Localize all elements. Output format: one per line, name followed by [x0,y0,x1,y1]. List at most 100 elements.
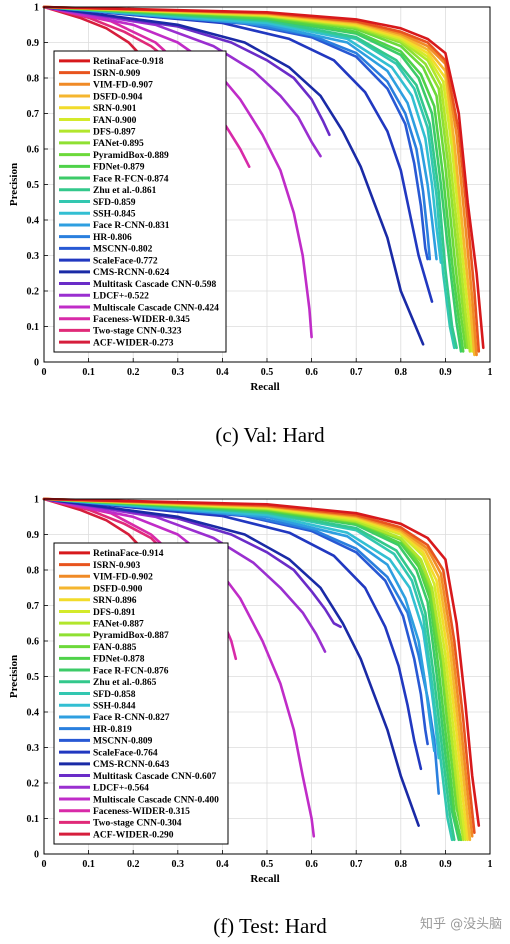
legend-entry: RetinaFace-0.914 [93,549,164,559]
series-line [42,5,425,346]
series-line [42,497,476,834]
legend-entry: MSCNN-0.802 [93,245,153,255]
legend-entry: DSFD-0.900 [93,584,143,594]
legend-entry: Face R-CNN-0.831 [93,221,170,231]
legend-entry: HR-0.806 [93,233,132,243]
legend-entry: FAN-0.900 [93,116,137,126]
series-line [42,5,313,339]
watermark: 知乎 @没头脑 [420,916,502,932]
y-tick-label: 0.8 [27,566,40,577]
legend-entry: ScaleFace-0.764 [93,748,158,758]
legend-entry: ISRN-0.903 [93,561,140,571]
y-tick-label: 1 [34,495,39,506]
x-tick-label: 0.4 [216,367,229,378]
legend-entry: ScaleFace-0.772 [93,256,158,266]
series-line [42,497,429,746]
series-line [42,5,322,158]
y-axis-label: Precision [8,655,20,698]
legend-entry: RetinaFace-0.918 [93,57,164,67]
y-tick-label: 0 [34,850,39,861]
x-tick-label: 0.8 [395,859,408,870]
x-tick-label: 0.2 [127,367,140,378]
legend-entry: MSCNN-0.809 [93,737,153,747]
x-tick-label: 1 [488,367,493,378]
y-tick-label: 0.7 [27,109,40,120]
legend-entry: FANet-0.887 [93,619,144,629]
x-tick-label: 1 [488,859,493,870]
series-line [42,5,438,261]
x-tick-label: 0.1 [82,367,95,378]
y-tick-label: 1 [34,3,39,14]
y-tick-label: 0.1 [27,322,40,333]
y-tick-label: 0.5 [27,180,40,191]
legend-entry: SRN-0.901 [93,104,137,114]
series-line [42,497,342,629]
series-line [42,5,432,261]
legend: RetinaFace-0.918 ISRN-0.909 VIM-FD-0.907DS… [53,50,227,353]
series-line [42,5,465,353]
legend-entry: PyramidBox-0.889 [93,151,169,161]
legend-entry: Zhu et al.-0.865 [93,678,157,688]
legend-entry: DSFD-0.904 [93,92,143,102]
series-group [42,497,481,842]
legend-entry: Zhu et al.-0.861 [93,186,157,196]
legend-entry: ACF-WIDER-0.290 [93,830,174,840]
y-axis-label: Precision [8,163,20,206]
series-line [42,497,454,842]
legend-entry: Two-stage CNN-0.304 [93,819,182,829]
series-line [42,497,423,771]
legend-entry: ISRN-0.909 [93,69,140,79]
y-tick-label: 0.8 [27,74,40,85]
legend-entry: HR-0.819 [93,725,132,735]
x-tick-label: 0.3 [172,367,185,378]
legend-entry: DFS-0.891 [93,608,136,618]
legend-entry: CMS-RCNN-0.624 [93,268,170,278]
y-tick-label: 0.7 [27,601,40,612]
series-line [42,5,485,350]
x-tick-label: 0.1 [82,859,95,870]
legend-entry: SFD-0.858 [93,690,136,700]
legend-entry: Multiscale Cascade CNN-0.424 [93,303,219,313]
legend-entry: Faceness-WIDER-0.345 [93,315,190,325]
x-tick-label: 0.7 [350,859,363,870]
y-tick-label: 0.3 [27,743,40,754]
x-tick-label: 0.6 [305,367,318,378]
series-line [42,497,327,653]
legend-entry: FDNet-0.878 [93,655,145,665]
x-tick-label: 0.9 [439,859,452,870]
y-tick-label: 0.2 [27,779,40,790]
legend-entry: Multiscale Cascade CNN-0.400 [93,795,219,805]
x-tick-label: 0 [42,367,47,378]
series-line [42,497,481,827]
legend-entry: DFS-0.897 [93,127,136,137]
chart-caption: (c) Val: Hard [215,423,325,447]
legend-entry: SRN-0.896 [93,596,137,606]
y-tick-label: 0.9 [27,38,40,49]
legend-entry: VIM-FD-0.907 [93,81,153,91]
chart-test-hard: 0 0.1 0.2 0.3 0.4 0.5 0.6 0.7 0.8 0.9 1 0 0.1 0.2 0.3 0… [8,495,493,939]
series-line [42,497,420,827]
x-axis-label: Recall [250,873,279,885]
y-tick-label: 0.1 [27,814,40,825]
legend-entry: SSH-0.844 [93,702,136,712]
y-tick-label: 0.2 [27,287,40,298]
chart-caption: (f) Test: Hard [213,914,327,938]
legend-entry: VIM-FD-0.902 [93,573,153,583]
legend-entry: LDCF+-0.564 [93,784,149,794]
x-tick-label: 0.8 [395,367,408,378]
legend-entry: FANet-0.895 [93,139,144,149]
y-tick-label: 0.6 [27,145,40,156]
legend-entry: Multitask Cascade CNN-0.598 [93,280,216,290]
series-line [42,497,316,838]
series-line [42,5,331,137]
y-tick-label: 0.4 [27,708,40,719]
y-tick-label: 0.6 [27,637,40,648]
legend-entry: Two-stage CNN-0.323 [93,327,182,337]
legend-entry: SFD-0.859 [93,198,136,208]
y-tick-label: 0.3 [27,251,40,262]
chart-val-hard: 0 0.1 0.2 0.3 0.4 0.5 0.6 0.7 0.8 0.9 1 0 0.1 0.2 0.3 0… [8,3,493,448]
series-line [42,5,443,264]
x-tick-label: 0.6 [305,859,318,870]
legend-entry: Face R-FCN-0.874 [93,174,169,184]
y-tick-label: 0.5 [27,672,40,683]
